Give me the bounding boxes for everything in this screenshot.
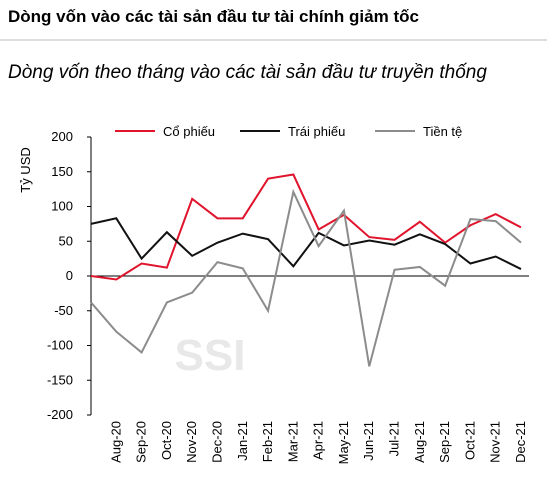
y-axis-label: Tỷ USD: [18, 147, 33, 193]
y-tick-label: 100: [51, 199, 73, 214]
series-line: [90, 188, 522, 367]
y-tick-label: 150: [51, 164, 73, 179]
legend-label: Trái phiếu: [288, 124, 345, 139]
x-tick-label: Jul-21: [387, 421, 402, 456]
series-line: [90, 217, 522, 270]
x-tick-label: Oct-21: [462, 421, 477, 460]
x-tick-label: Aug-21: [412, 421, 427, 463]
x-tick-label: May-21: [336, 421, 351, 464]
legend-label: Cổ phiếu: [163, 124, 215, 139]
x-tick-label: Sep-20: [134, 421, 149, 463]
y-tick-label: -100: [47, 338, 73, 353]
legend-label: Tiền tệ: [423, 124, 462, 139]
chart-subtitle: Dòng vốn theo tháng vào các tài sản đầu …: [8, 62, 487, 83]
x-tick-label: Sep-21: [437, 421, 452, 463]
x-tick-label: Nov-21: [488, 421, 503, 463]
x-tick-label: Dec-21: [513, 421, 528, 463]
x-tick-label: Jan-21: [235, 421, 250, 461]
y-tick-label: 0: [66, 268, 73, 283]
x-tick-label: Feb-21: [260, 421, 275, 462]
x-tick-label: Oct-20: [159, 421, 174, 460]
x-tick-label: Jun-21: [361, 421, 376, 461]
chart-title: Dòng vốn vào các tài sản đầu tư tài chín…: [8, 7, 419, 26]
y-tick-label: -50: [54, 303, 73, 318]
y-tick-label: 50: [59, 233, 73, 248]
series-line: [90, 173, 522, 281]
x-tick-label: Nov-20: [184, 421, 199, 463]
x-tick-label: Apr-21: [311, 421, 326, 460]
watermark: SSI: [175, 331, 246, 380]
y-tick-label: -150: [47, 372, 73, 387]
y-tick-label: -200: [47, 407, 73, 422]
x-tick-label: Mar-21: [285, 421, 300, 462]
x-tick-label: Dec-20: [209, 421, 224, 463]
x-tick-label: Aug-20: [108, 421, 123, 463]
y-tick-label: 200: [51, 129, 73, 144]
